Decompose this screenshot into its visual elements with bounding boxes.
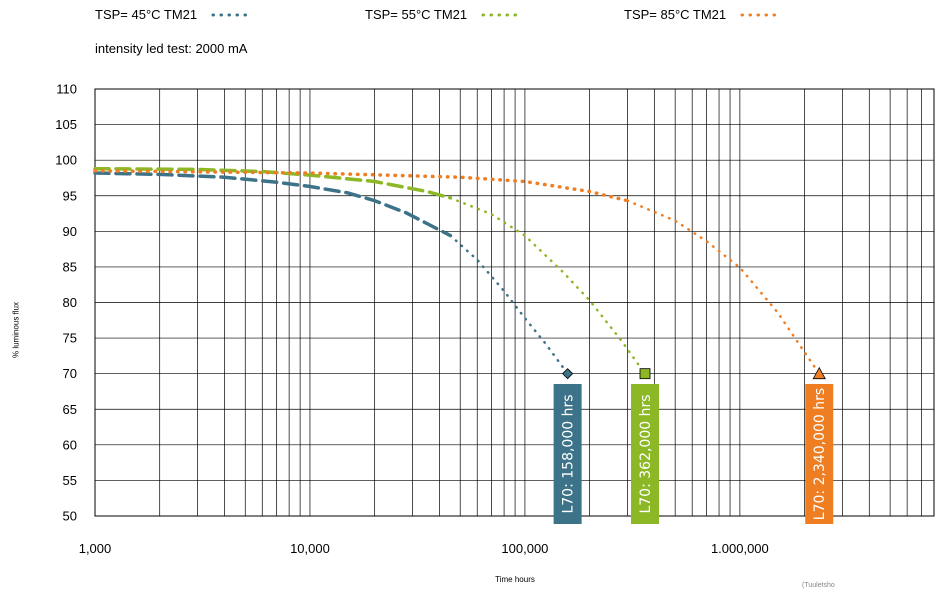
l70-marker-85c bbox=[812, 366, 826, 380]
y-tick-label: 100 bbox=[55, 153, 77, 168]
legend-item-85c: TSP= 85°C TM21 bbox=[624, 6, 784, 22]
l70-marker-55c bbox=[639, 368, 651, 380]
grid-lines bbox=[94, 88, 935, 517]
y-axis-label: % luminous flux bbox=[11, 301, 21, 359]
y-tick-label: 105 bbox=[55, 117, 77, 132]
legend-label-85c: TSP= 85°C TM21 bbox=[624, 7, 727, 23]
y-tick-label: 65 bbox=[63, 402, 77, 417]
footnote: (Tuuletsho bbox=[802, 582, 835, 589]
series-line-measured-55c bbox=[93, 166, 453, 200]
y-tick-label: 70 bbox=[63, 366, 77, 381]
chart-subtitle: intensity led test: 2000 mA bbox=[95, 41, 248, 56]
y-tick-label: 90 bbox=[63, 224, 77, 239]
y-tick-label: 80 bbox=[63, 295, 77, 310]
x-tick-label: 1.000,000 bbox=[711, 541, 769, 556]
series-line-projection-45c bbox=[449, 234, 569, 375]
l70-callout-label-55c: L70: 362,000 hrs bbox=[638, 394, 654, 513]
axes bbox=[94, 88, 935, 517]
l70-callout-box-55c bbox=[631, 384, 660, 524]
x-tick-label: 100,000 bbox=[501, 541, 548, 556]
y-tick-label: 75 bbox=[63, 331, 77, 346]
l70-callout-label-45c: L70: 158,000 hrs bbox=[561, 394, 577, 513]
series-lines bbox=[93, 166, 821, 375]
legend: TSP= 45°C TM21 TSP= 55°C TM21 TSP= 85°C … bbox=[0, 6, 936, 30]
legend-swatch-55c bbox=[481, 13, 525, 17]
l70-callout-box-45c bbox=[553, 384, 582, 524]
y-tick-label: 85 bbox=[63, 259, 77, 274]
tick-labels: 50 55 60 65 70 75 80 85 90 95 100 105 110 1,000 10,000… bbox=[55, 82, 768, 557]
x-axis-label: Time hours bbox=[495, 575, 535, 584]
plot-frame bbox=[94, 88, 935, 517]
legend-item-45c: TSP= 45°C TM21 bbox=[95, 6, 255, 22]
y-tick-label: 95 bbox=[63, 188, 77, 203]
y-tick-label: 55 bbox=[63, 473, 77, 488]
l70-callout-box-85c bbox=[805, 384, 834, 524]
y-tick-label: 50 bbox=[63, 509, 77, 524]
legend-swatch-85c bbox=[740, 13, 784, 17]
x-tick-label: 10,000 bbox=[290, 541, 330, 556]
legend-label-45c: TSP= 45°C TM21 bbox=[95, 7, 198, 23]
series-line-projection-85c bbox=[626, 199, 821, 375]
series-line-measured-85c bbox=[93, 169, 630, 203]
y-tick-label: 110 bbox=[56, 82, 77, 97]
legend-swatch-45c bbox=[211, 13, 255, 17]
l70-callout-label-85c: L70: 2,340,000 hrs bbox=[812, 388, 828, 520]
l70-markers bbox=[562, 366, 826, 380]
series-line-measured-45c bbox=[93, 171, 453, 238]
legend-label-55c: TSP= 55°C TM21 bbox=[365, 7, 468, 23]
series-line-projection-55c bbox=[449, 196, 647, 375]
x-tick-label: 1,000 bbox=[79, 541, 112, 556]
legend-item-55c: TSP= 55°C TM21 bbox=[365, 6, 525, 22]
l70-marker-45c bbox=[562, 368, 574, 380]
y-tick-label: 60 bbox=[63, 437, 77, 452]
l70-callouts: L70: 158,000 hrs L70: 362,000 hrs L70: 2,3… bbox=[553, 384, 834, 524]
